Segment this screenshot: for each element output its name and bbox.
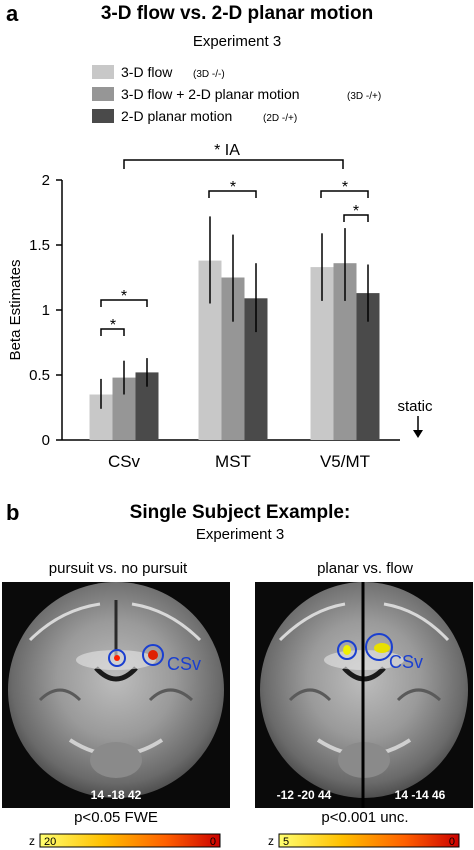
star-mst: * — [230, 179, 236, 196]
left-colorbar — [39, 833, 221, 848]
left-coords: 14 -18 42 — [91, 788, 142, 802]
left-csv-circle-2 — [142, 644, 164, 666]
bar — [198, 260, 222, 440]
right-csv-blob-2 — [374, 643, 390, 653]
right-csv-blob-1 — [343, 645, 351, 655]
bar — [333, 263, 357, 440]
legend-swatch-2 — [92, 87, 114, 101]
star-v5-inner: * — [353, 203, 359, 220]
legend-code-2: (3D -/+) — [347, 91, 381, 102]
x-tick-label: CSv — [108, 452, 141, 471]
right-heading: planar vs. flow — [317, 560, 413, 577]
bracket-mst — [208, 190, 257, 198]
legend-code-1: (3D -/-) — [193, 69, 225, 80]
right-coords-left: -12 -20 44 — [277, 788, 332, 802]
left-csv-label: CSv — [167, 654, 201, 674]
star-v5-outer: * — [342, 179, 348, 196]
left-scale-max: 0 — [210, 836, 216, 848]
bar — [244, 298, 268, 440]
left-scale-min: 20 — [44, 836, 56, 848]
static-label: static — [397, 398, 433, 415]
star-csv-outer: * — [121, 288, 127, 305]
bar — [112, 377, 136, 440]
chart-subtitle: Experiment 3 — [193, 33, 281, 50]
star-csv-inner: * — [110, 317, 116, 334]
right-scale-z: z — [268, 834, 274, 848]
legend: 3-D flow (3D -/-) 3-D flow + 2-D planar … — [92, 64, 381, 124]
panel-b-subtitle: Experiment 3 — [196, 526, 284, 543]
bar — [310, 267, 334, 440]
right-coords-right: 14 -14 46 — [395, 788, 446, 802]
chart-title: 3-D flow vs. 2-D planar motion — [101, 3, 373, 24]
bracket-v5-inner — [343, 214, 369, 222]
y-tick-label: 2 — [42, 172, 50, 189]
legend-swatch-1 — [92, 65, 114, 79]
left-threshold: p<0.05 FWE — [74, 809, 158, 826]
legend-code-3: (2D -/+) — [263, 113, 297, 124]
legend-label-2: 3-D flow + 2-D planar motion — [121, 86, 300, 102]
ia-label: * IA — [214, 142, 240, 159]
bar — [89, 394, 113, 440]
left-csv-blob-1 — [114, 655, 120, 661]
right-csv-label: CSv — [389, 652, 423, 672]
right-colorbar — [278, 833, 460, 848]
bar — [135, 372, 159, 440]
panel-b-letter: b — [6, 500, 19, 525]
left-csv-circle-1 — [108, 649, 126, 667]
x-axis: CSv MST V5/MT — [62, 439, 400, 471]
bracket-v5-outer — [320, 190, 369, 198]
y-axis: 0 0.5 1 1.5 2 — [29, 172, 63, 449]
right-scale-max: 0 — [449, 836, 455, 848]
bars — [89, 216, 380, 440]
y-tick-label: 1.5 — [29, 237, 50, 254]
bracket-ia — [123, 159, 344, 169]
right-csv-circle-1 — [337, 640, 357, 660]
right-csv-circle-2 — [365, 633, 393, 661]
right-threshold: p<0.001 unc. — [321, 809, 408, 826]
y-tick-label: 0.5 — [29, 367, 50, 384]
right-brain-image — [255, 582, 473, 808]
static-arrow-icon — [413, 416, 423, 438]
x-tick-label: V5/MT — [320, 452, 370, 471]
legend-label-1: 3-D flow — [121, 64, 173, 80]
significance-brackets — [100, 159, 369, 336]
right-scale-min: 5 — [283, 836, 289, 848]
bracket-csv-inner — [100, 328, 125, 336]
legend-label-3: 2-D planar motion — [121, 108, 232, 124]
bar — [356, 293, 380, 440]
x-tick-label: MST — [215, 452, 251, 471]
left-brain-image — [2, 582, 230, 808]
y-axis-label: Beta Estimates — [7, 260, 24, 361]
bracket-csv-outer — [100, 299, 148, 307]
left-csv-blob-2 — [148, 650, 158, 660]
panel-b-title: Single Subject Example: — [130, 502, 351, 523]
bar — [221, 277, 245, 440]
panel-a-letter: a — [6, 1, 19, 26]
legend-swatch-3 — [92, 109, 114, 123]
left-heading: pursuit vs. no pursuit — [49, 560, 188, 577]
left-scale-z: z — [29, 834, 35, 848]
y-tick-label: 0 — [42, 432, 50, 449]
y-tick-label: 1 — [42, 302, 50, 319]
